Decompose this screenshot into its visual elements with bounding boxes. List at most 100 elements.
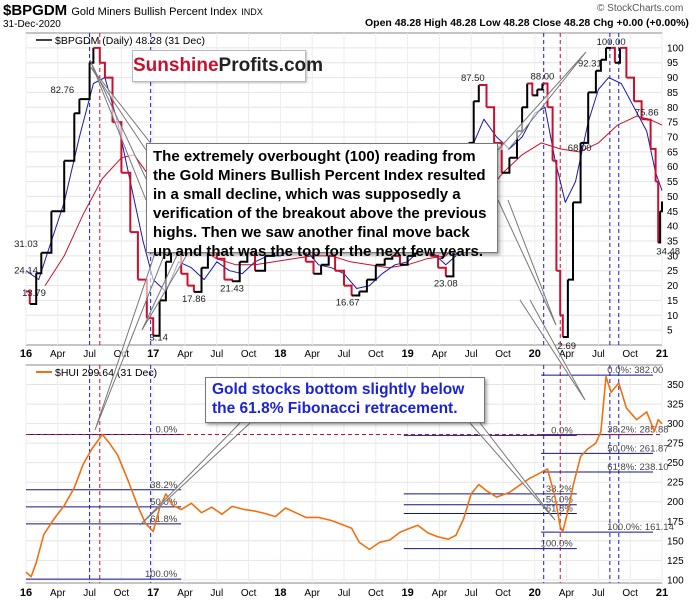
hui-y-tick-label: 325 [667,400,684,411]
chart-symbol: $BPGDM Gold Miners Bullish Percent Index… [3,2,263,19]
fib-2020-down-label: 38.2% [546,484,573,495]
bpgdm-segment [74,99,81,115]
bpgdm-segment [321,255,330,266]
callout-hui-pointer-2 [469,422,556,521]
bpgdm-legend-label: $BPGDM (Daily) 48.28 (31 Dec) [55,35,205,47]
callout-main: The extremely overbought (100) reading f… [146,143,498,260]
bpgdm-data-label: 21.43 [220,283,244,294]
bpgdm-segment [650,147,657,182]
bpgdm-segment [580,92,590,144]
hui-y-tick-label: 175 [667,517,684,528]
callout-hui: Gold stocks bottom slightly below the 61… [205,377,485,423]
bpgdm-data-label: 87.50 [461,73,485,84]
bpgdm-y-tick-label: 60 [667,162,679,173]
callout-main-pointer-3 [497,51,587,151]
fib-2020-up-label: 50.0%: 261.87 [607,443,668,454]
hui-y-tick-label: 250 [667,458,684,469]
hui-y-tick-label: 225 [667,478,684,489]
bpgdm-y-tick-label: 70 [667,133,679,144]
fib-2016-label: 100.0% [145,569,178,580]
bpgdm-segment [611,46,616,63]
hui-x-tick-label: Apr [50,588,66,599]
fib-2020-up-label: 38.2%: 285.88 [607,425,668,436]
bpgdm-segment [187,284,195,292]
hui-x-tick-label: 20 [529,587,541,599]
bpgdm-y-tick-label: 25 [667,266,679,277]
bpgdm-segment [375,258,386,266]
bpgdm-data-label: 34.48 [656,247,680,258]
bpgdm-y-tick-label: 50 [667,192,679,203]
bpgdm-segment [560,314,564,337]
bpgdm-data-label: 68.00 [568,143,592,154]
bpgdm-y-tick-label: 80 [667,103,679,114]
bpgdm-segment [562,279,569,338]
bpgdm-y-tick-label: 100 [667,43,684,54]
hui-y-tick-label: 150 [667,536,684,547]
bpgdm-x-tick-label: 17 [147,348,159,360]
bpgdm-ma-long-line [44,115,663,286]
bpgdm-segment [430,254,440,268]
bpgdm-data-label: 16.67 [336,297,360,308]
bpgdm-segment [328,254,337,271]
bpgdm-y-tick-label: 55 [667,177,679,188]
hui-x-tick-label: Jul [210,588,223,599]
bpgdm-y-tick-label: 35 [667,237,679,248]
fib-2016-label: 0.0% [156,425,178,436]
bpgdm-x-tick-label: Jul [83,349,96,360]
hui-x-tick-label: 16 [20,587,32,599]
fib-2020-up-label: 61.8%: 238.10 [607,462,668,473]
bpgdm-x-tick-label: 18 [274,348,286,360]
hui-price-line [25,375,663,578]
bpgdm-x-tick-label: Jul [210,349,223,360]
bpgdm-segment [41,211,53,254]
bpgdm-segment [99,61,106,78]
bpgdm-data-label: 3.14 [149,333,168,344]
bpgdm-segment [344,284,353,296]
bpgdm-segment [626,76,635,102]
hui-y-tick-label: 350 [667,380,684,391]
bpgdm-data-label: 75.86 [635,108,659,119]
bpgdm-segment [501,157,511,174]
symbol-text: $BPGDM [3,2,68,19]
bpgdm-x-tick-label: Oct [622,349,638,360]
callout-main-pointer-1 [89,65,157,151]
bpgdm-x-tick-label: Apr [304,349,320,360]
fib-2016-label: 38.2% [150,480,177,491]
bpgdm-segment [232,261,241,283]
bpgdm-data-label: 13.79 [22,288,46,299]
bpgdm-segment [93,46,101,63]
hui-x-tick-label: Apr [432,588,448,599]
bpgdm-segment [445,246,455,278]
bpgdm-segment [573,142,582,204]
bpgdm-segment [26,290,31,304]
bpgdm-segment [600,47,607,61]
bpgdm-segment [64,113,76,162]
bpgdm-segment [392,254,401,265]
callout-main-pointer-7 [519,299,586,401]
bpgdm-segment [614,47,621,64]
bpgdm-data-label: 31.03 [14,239,38,250]
bpgdm-segment [351,291,361,297]
bpgdm-segment [660,201,663,213]
fib-2020-up-label: 0.0%: 382.00 [607,365,663,376]
bpgdm-x-tick-label: Apr [50,349,66,360]
hui-x-tick-label: Jul [338,588,351,599]
bpgdm-y-tick-label: 45 [667,207,679,218]
bpgdm-segment [438,266,447,277]
bpgdm-y-tick-label: 90 [667,73,679,84]
bpgdm-segment [658,211,662,244]
bpgdm-segment [532,89,539,97]
callout-main-pointer-6 [141,252,189,331]
bpgdm-y-tick-label: 75 [667,118,679,129]
bpgdm-segment [255,255,267,272]
bpgdm-x-tick-label: Jul [592,349,605,360]
bpgdm-segment [400,255,409,266]
index-name: Gold Miners Bullish Percent Index [71,6,238,18]
bpgdm-segment [473,85,480,103]
stockcharts-watermark: © StockCharts.com [597,3,684,14]
bpgdm-segment [359,279,368,293]
bpgdm-data-label: 2.69 [558,341,577,352]
hui-x-tick-label: Oct [368,588,384,599]
bpgdm-segment [522,83,529,109]
